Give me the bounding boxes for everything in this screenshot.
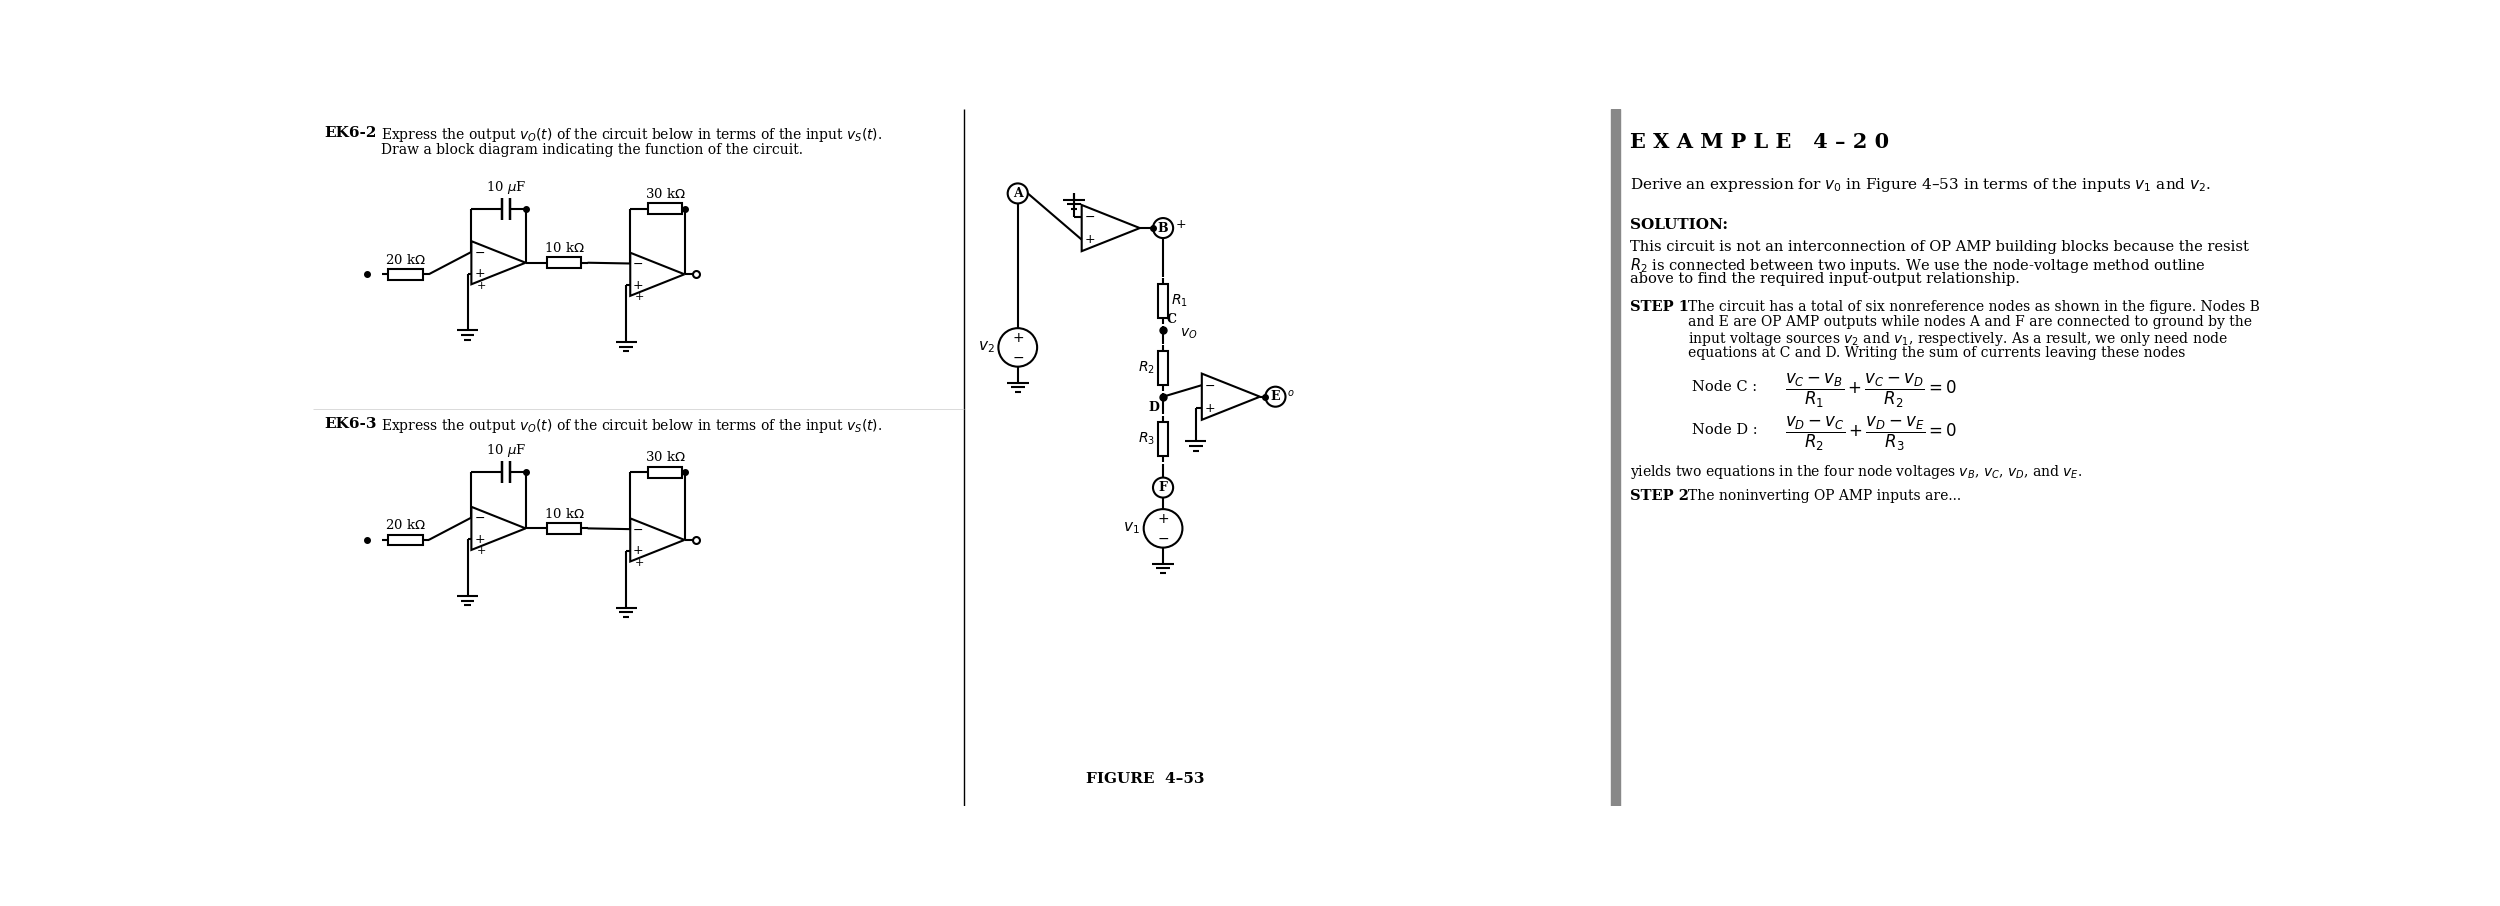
Text: $+$: $+$: [475, 545, 485, 556]
Text: above to find the required input-output relationship.: above to find the required input-output …: [1630, 272, 2020, 286]
Text: $+$: $+$: [472, 267, 485, 280]
Text: E: E: [1270, 390, 1280, 403]
Bar: [1158, 422, 1168, 456]
Bar: [1610, 109, 1620, 806]
Text: $-$: $-$: [472, 246, 485, 258]
Text: $+$: $+$: [635, 557, 645, 568]
Text: $R_2$ is connected between two inputs. We use the node-voltage method outline: $R_2$ is connected between two inputs. W…: [1630, 255, 2205, 275]
Text: EK6-2: EK6-2: [325, 126, 378, 140]
Text: D: D: [1148, 400, 1160, 413]
Text: $-$: $-$: [1085, 210, 1095, 223]
Text: $+$: $+$: [1013, 331, 1025, 345]
Text: $+$: $+$: [635, 291, 645, 303]
Text: This circuit is not an interconnection of OP AMP building blocks because the res: This circuit is not an interconnection o…: [1630, 239, 2250, 254]
Text: $+$: $+$: [632, 545, 642, 557]
Text: $R_1$: $R_1$: [1170, 293, 1187, 310]
Text: $+$: $+$: [1158, 512, 1170, 525]
Text: $+$: $+$: [1175, 217, 1185, 231]
Text: $R_3$: $R_3$: [1138, 431, 1155, 448]
Text: A: A: [1013, 187, 1022, 200]
Text: The circuit has a total of six nonreference nodes as shown in the figure. Nodes : The circuit has a total of six nonrefere…: [1688, 300, 2260, 313]
Text: $-$: $-$: [632, 523, 642, 535]
Text: 30 k$\Omega$: 30 k$\Omega$: [645, 450, 685, 465]
Text: $+$: $+$: [1085, 233, 1095, 246]
Text: 20 k$\Omega$: 20 k$\Omega$: [385, 518, 425, 532]
Text: E X A M P L E   4 – 2 0: E X A M P L E 4 – 2 0: [1630, 131, 1890, 152]
Text: Draw a block diagram indicating the function of the circuit.: Draw a block diagram indicating the func…: [380, 142, 802, 157]
Text: C: C: [1168, 313, 1177, 326]
Text: $-$: $-$: [472, 511, 485, 524]
Text: and E are OP AMP outputs while nodes A and F are connected to ground by the: and E are OP AMP outputs while nodes A a…: [1688, 315, 2252, 329]
Text: EK6-3: EK6-3: [325, 417, 378, 430]
Text: Node D :: Node D :: [1693, 423, 1758, 437]
Text: $v_O$: $v_O$: [1180, 326, 1198, 341]
Text: 10 $\mu$F: 10 $\mu$F: [485, 442, 528, 459]
Text: B: B: [1158, 222, 1168, 235]
Text: $-$: $-$: [1013, 350, 1025, 364]
Bar: [1158, 284, 1168, 318]
Text: $\dfrac{v_C - v_B}{R_1} + \dfrac{v_C - v_D}{R_2} = 0$: $\dfrac{v_C - v_B}{R_1} + \dfrac{v_C - v…: [1785, 372, 1958, 410]
Bar: [548, 523, 582, 534]
Text: Express the output $v_O(t)$ of the circuit below in terms of the input $v_S(t)$.: Express the output $v_O(t)$ of the circu…: [380, 126, 882, 144]
Text: FIGURE  4–53: FIGURE 4–53: [1088, 772, 1205, 786]
Text: 20 k$\Omega$: 20 k$\Omega$: [385, 253, 425, 266]
Text: Express the output $v_O(t)$ of the circuit below in terms of the input $v_S(t)$.: Express the output $v_O(t)$ of the circu…: [380, 417, 882, 435]
Text: 10 k$\Omega$: 10 k$\Omega$: [545, 506, 585, 521]
Text: yields two equations in the four node voltages $v_B$, $v_C$, $v_D$, and $v_E$.: yields two equations in the four node vo…: [1630, 463, 2082, 481]
Text: F: F: [1158, 481, 1168, 494]
Text: STEP 2: STEP 2: [1630, 489, 1690, 503]
Text: 10 $\mu$F: 10 $\mu$F: [485, 178, 528, 196]
Text: input voltage sources $v_2$ and $v_1$, respectively. As a result, we only need n: input voltage sources $v_2$ and $v_1$, r…: [1688, 331, 2228, 349]
Text: Node C :: Node C :: [1693, 380, 1758, 394]
Text: The noninverting OP AMP inputs are...: The noninverting OP AMP inputs are...: [1688, 489, 1962, 503]
Text: 30 k$\Omega$: 30 k$\Omega$: [645, 188, 685, 201]
Text: $-$: $-$: [1158, 531, 1170, 545]
Bar: [648, 204, 682, 214]
Text: $\dfrac{v_D - v_C}{R_2} + \dfrac{v_D - v_E}{R_3} = 0$: $\dfrac{v_D - v_C}{R_2} + \dfrac{v_D - v…: [1785, 415, 1958, 453]
Bar: [1158, 352, 1168, 385]
Text: equations at C and D. Writing the sum of currents leaving these nodes: equations at C and D. Writing the sum of…: [1688, 346, 2185, 360]
Text: Derive an expression for $v_0$ in Figure 4–53 in terms of the inputs $v_1$ and $: Derive an expression for $v_0$ in Figure…: [1630, 177, 2210, 195]
Text: $o$: $o$: [1288, 388, 1295, 398]
Bar: [648, 467, 682, 477]
Bar: [548, 257, 582, 268]
Text: $+$: $+$: [632, 278, 642, 292]
Text: 10 k$\Omega$: 10 k$\Omega$: [545, 241, 585, 255]
Text: $R_2$: $R_2$: [1138, 360, 1155, 376]
Text: $v_1$: $v_1$: [1122, 521, 1140, 536]
Text: $+$: $+$: [475, 280, 485, 291]
Text: $+$: $+$: [1205, 401, 1215, 415]
Text: $-$: $-$: [1205, 379, 1215, 391]
Text: SOLUTION:: SOLUTION:: [1630, 218, 1727, 232]
Bar: [388, 535, 422, 545]
Text: $+$: $+$: [472, 533, 485, 545]
Text: $-$: $-$: [632, 257, 642, 270]
Text: STEP 1: STEP 1: [1630, 300, 1690, 313]
Bar: [388, 269, 422, 280]
Text: $v_2$: $v_2$: [978, 340, 995, 355]
